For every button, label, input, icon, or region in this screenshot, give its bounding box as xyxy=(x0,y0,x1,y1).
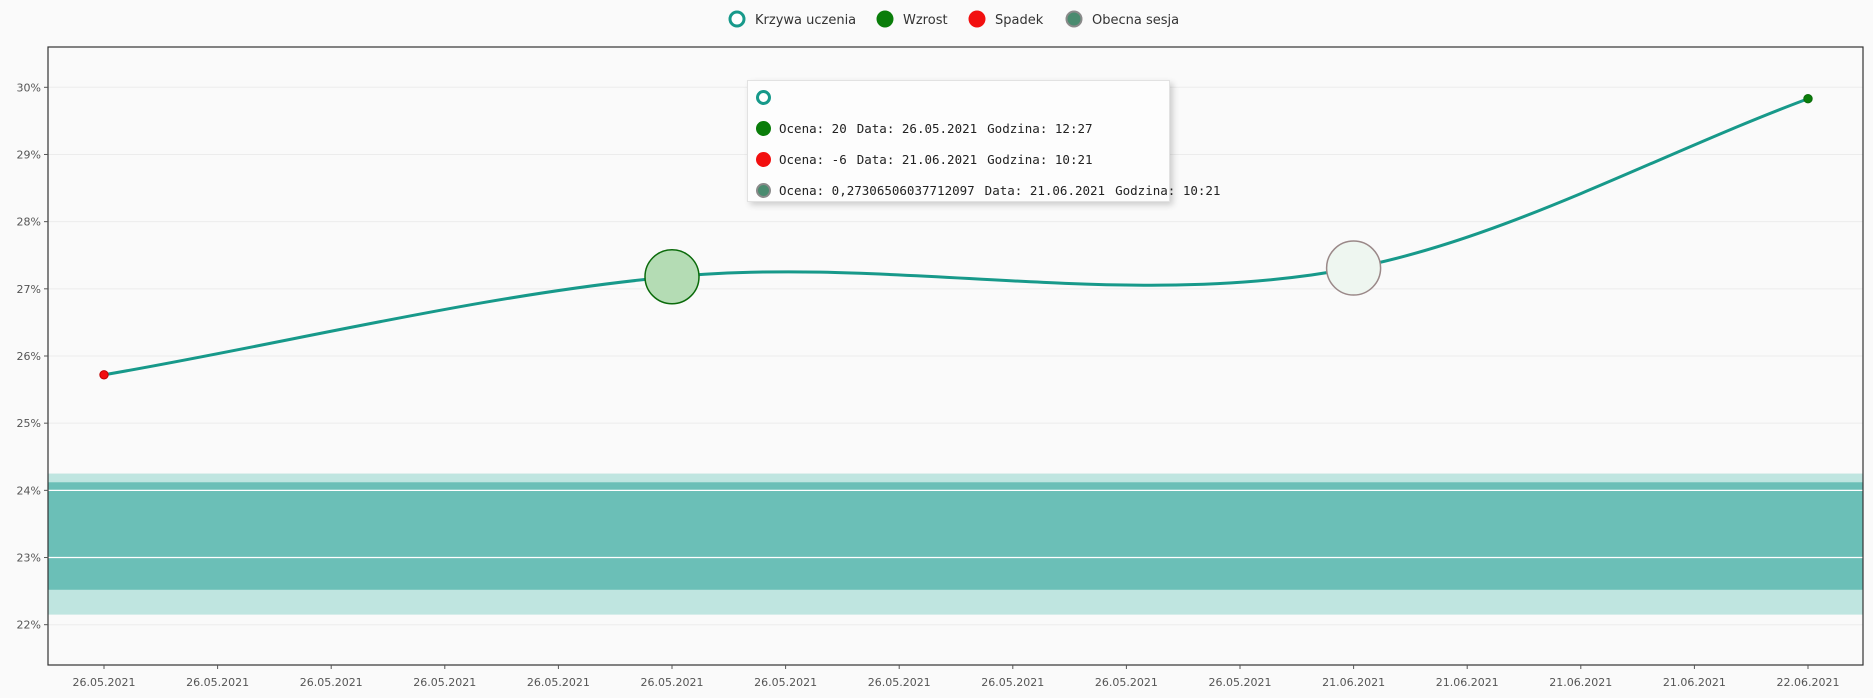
band-group xyxy=(48,474,1863,615)
decrease-point xyxy=(100,371,108,379)
tooltip-score: Ocena: 0,27306506037712097 xyxy=(779,183,975,198)
legend-label: Spadek xyxy=(995,13,1044,28)
tooltip-row-increase: Ocena: 20 Data: 26.05.2021 Godzina: 12:2… xyxy=(756,113,1161,144)
y-tick-label: 26% xyxy=(17,350,41,363)
increase-point xyxy=(645,250,699,304)
red-dot-icon xyxy=(756,152,771,167)
band-inner xyxy=(48,482,1863,589)
y-tick-label: 24% xyxy=(17,484,41,497)
y-tick-label: 29% xyxy=(17,148,41,161)
x-tick-label: 26.05.2021 xyxy=(527,676,590,689)
legend-label: Wzrost xyxy=(903,13,948,28)
tooltip-row-learning xyxy=(756,87,1161,107)
tooltip-date: Data: 21.06.2021 xyxy=(985,183,1105,198)
x-tick-label: 26.05.2021 xyxy=(981,676,1044,689)
x-tick-label: 26.05.2021 xyxy=(868,676,931,689)
x-tick-label: 26.05.2021 xyxy=(1209,676,1272,689)
ring-icon xyxy=(756,90,771,105)
chart-tooltip: Ocena: 20 Data: 26.05.2021 Godzina: 12:2… xyxy=(747,80,1170,202)
x-tick-label: 21.06.2021 xyxy=(1549,676,1612,689)
x-tick-label: 26.05.2021 xyxy=(413,676,476,689)
chart-legend: Krzywa uczenia Wzrost Spadek Obecna sesja xyxy=(730,11,1179,29)
legend-label: Krzywa uczenia xyxy=(755,13,856,28)
x-tick-label: 26.05.2021 xyxy=(300,676,363,689)
tooltip-score: Ocena: 20 xyxy=(779,121,847,136)
tooltip-row-decrease: Ocena: -6 Data: 21.06.2021 Godzina: 10:2… xyxy=(756,144,1161,175)
y-tick-label: 23% xyxy=(17,552,41,565)
tooltip-time: Godzina: 12:27 xyxy=(987,121,1092,136)
tooltip-score: Ocena: -6 xyxy=(779,152,847,167)
x-tick-label: 26.05.2021 xyxy=(1095,676,1158,689)
red-dot-icon xyxy=(969,11,986,28)
legend-label: Obecna sesja xyxy=(1092,13,1179,28)
y-tick-label: 25% xyxy=(17,417,41,430)
y-tick-label: 27% xyxy=(17,283,41,296)
x-tick-label: 21.06.2021 xyxy=(1322,676,1385,689)
y-axis: 22% 23% 24% 25% 26% 27% 28% 29% 30% xyxy=(17,81,48,631)
x-tick-label: 26.05.2021 xyxy=(73,676,136,689)
tooltip-time: Godzina: 10:21 xyxy=(1115,183,1220,198)
x-tick-label: 21.06.2021 xyxy=(1436,676,1499,689)
x-tick-label: 22.06.2021 xyxy=(1777,676,1840,689)
y-tick-label: 30% xyxy=(17,81,41,94)
x-axis: 26.05.2021 26.05.2021 26.05.2021 26.05.2021… xyxy=(73,665,1840,689)
tooltip-time: Godzina: 10:21 xyxy=(987,152,1092,167)
gray-dot-icon xyxy=(756,183,771,198)
green-dot-icon xyxy=(877,11,894,28)
green-dot-icon xyxy=(756,121,771,136)
x-tick-label: 26.05.2021 xyxy=(641,676,704,689)
gray-dot-icon xyxy=(1067,12,1082,27)
x-tick-label: 26.05.2021 xyxy=(186,676,249,689)
x-tick-label: 26.05.2021 xyxy=(754,676,817,689)
y-tick-label: 28% xyxy=(17,216,41,229)
current-session-point xyxy=(1327,241,1381,295)
tooltip-date: Data: 26.05.2021 xyxy=(857,121,977,136)
tooltip-row-current: Ocena: 0,27306506037712097 Data: 21.06.2… xyxy=(756,175,1161,206)
tooltip-date: Data: 21.06.2021 xyxy=(857,152,977,167)
y-tick-label: 22% xyxy=(17,619,41,632)
x-tick-label: 21.06.2021 xyxy=(1663,676,1726,689)
increase-point xyxy=(1804,95,1812,103)
ring-icon xyxy=(730,12,744,26)
